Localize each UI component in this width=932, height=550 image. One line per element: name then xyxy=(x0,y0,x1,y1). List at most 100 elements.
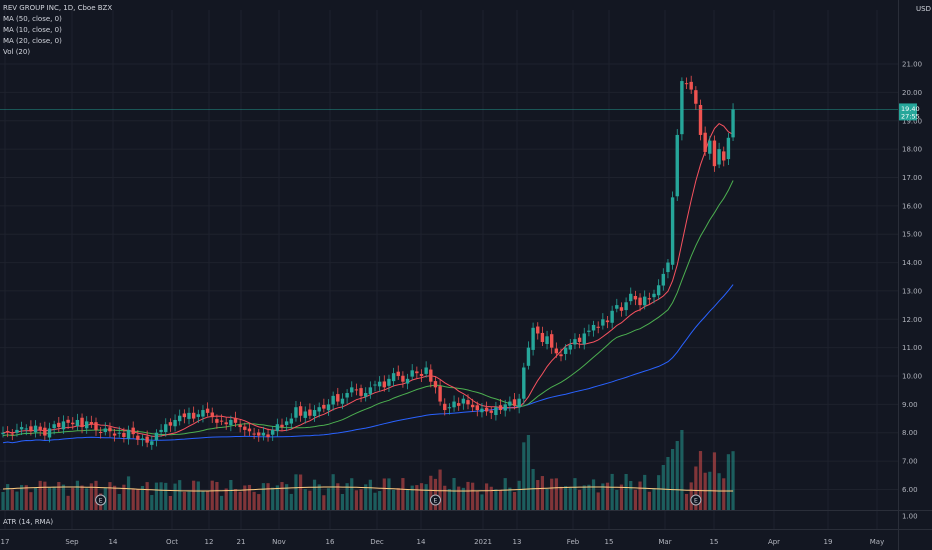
atr-tick-label: 1.00 xyxy=(902,513,918,521)
volume-bar xyxy=(717,473,721,510)
candle-body xyxy=(559,354,563,357)
volume-bar xyxy=(331,474,335,510)
candle-body xyxy=(150,441,154,445)
volume-bar xyxy=(405,489,410,510)
current-price-countdown: 27:55 xyxy=(901,112,920,120)
candle-body xyxy=(391,373,396,382)
volume-bar xyxy=(261,483,265,510)
candle-body xyxy=(66,419,70,423)
legend-ma50: MA (50, close, 0) xyxy=(3,15,62,23)
current-price-badge xyxy=(899,103,917,121)
candle-body xyxy=(145,436,149,443)
volume-bar xyxy=(38,480,42,510)
x-tick-label: 21 xyxy=(237,538,246,546)
candle-body xyxy=(187,412,191,419)
volume-bar xyxy=(187,491,191,510)
candle-body xyxy=(89,422,94,425)
volume-bar xyxy=(698,451,703,510)
candle-body xyxy=(577,337,582,342)
volume-bar xyxy=(545,488,549,510)
candle-body xyxy=(140,438,145,441)
volume-bar xyxy=(410,485,414,510)
candle-body xyxy=(238,424,242,428)
volume-bar xyxy=(280,482,284,510)
volume-bar xyxy=(559,486,563,510)
volume-bar xyxy=(117,493,121,510)
candle-body xyxy=(731,109,735,138)
candle-body xyxy=(1,432,5,435)
y-tick-label: 17.00 xyxy=(902,174,922,182)
current-price-text: 19.40 xyxy=(901,105,920,113)
x-tick-label: Apr xyxy=(768,538,780,546)
volume-bar xyxy=(322,495,326,510)
candle-body xyxy=(554,348,559,354)
candle-body xyxy=(71,422,75,425)
volume-bar xyxy=(168,495,172,510)
volume-bar xyxy=(517,480,521,510)
legend-vol: Vol (20) xyxy=(3,48,31,56)
volume-bar xyxy=(10,489,14,510)
candle-body xyxy=(224,422,228,425)
candle-body xyxy=(94,422,98,430)
volume-bar xyxy=(731,451,735,510)
volume-bar xyxy=(80,485,84,510)
candle-body xyxy=(643,296,647,306)
volume-bar xyxy=(33,487,38,510)
legend: REV GROUP INC, 1D, Cboe BZX MA (50, clos… xyxy=(3,3,112,58)
candle-body xyxy=(154,432,159,441)
candle-body xyxy=(633,295,638,300)
candle-body xyxy=(466,400,470,405)
volume-bar xyxy=(201,490,205,510)
volume-bar xyxy=(275,485,279,510)
legend-ma20: MA (20, close, 0) xyxy=(3,37,62,45)
y-tick-label: 19.00 xyxy=(902,117,922,125)
candle-body xyxy=(5,431,10,433)
candle-body xyxy=(29,426,33,432)
candle-body xyxy=(298,406,303,416)
candle-body xyxy=(712,140,717,167)
candle-body xyxy=(382,381,386,388)
candle-body xyxy=(689,81,693,90)
x-tick-label: Feb xyxy=(567,538,580,546)
volume-bar xyxy=(498,489,503,510)
candle-body xyxy=(652,293,656,298)
candle-body xyxy=(708,140,712,154)
legend-ma10: MA (10, close, 0) xyxy=(3,26,62,34)
x-tick-label: Sep xyxy=(65,538,79,546)
candle-body xyxy=(503,404,507,411)
candle-body xyxy=(647,298,652,300)
y-tick-label: 6.00 xyxy=(902,486,918,494)
candle-body xyxy=(15,429,19,433)
candle-body xyxy=(168,422,173,426)
x-tick-label: 14 xyxy=(417,538,426,546)
volume-bar xyxy=(689,482,693,510)
candle-body xyxy=(563,347,568,354)
volume-bar xyxy=(475,491,479,510)
volume-bar xyxy=(285,484,289,510)
volume-bar xyxy=(596,492,600,510)
candle-body xyxy=(173,419,177,427)
candle-body xyxy=(191,412,196,419)
volume-bar xyxy=(299,474,303,510)
volume-bar xyxy=(368,479,372,510)
candle-body xyxy=(247,428,252,432)
candle-body xyxy=(75,419,80,427)
candle-body xyxy=(196,414,200,417)
candle-body xyxy=(401,375,405,382)
candle-body xyxy=(131,427,135,435)
candle-body xyxy=(536,326,540,334)
volume-bar xyxy=(582,485,586,510)
volume-bar xyxy=(722,478,726,510)
volume-bar xyxy=(666,457,670,510)
earnings-marker-label: E xyxy=(434,498,438,505)
candle-body xyxy=(540,332,545,342)
volume-bar xyxy=(452,478,456,510)
ma10-line xyxy=(2,122,734,437)
candle-body xyxy=(522,367,526,399)
volume-bar xyxy=(29,492,33,510)
candle-body xyxy=(610,310,614,323)
volume-bar xyxy=(485,483,489,510)
volume-bar xyxy=(638,481,642,510)
